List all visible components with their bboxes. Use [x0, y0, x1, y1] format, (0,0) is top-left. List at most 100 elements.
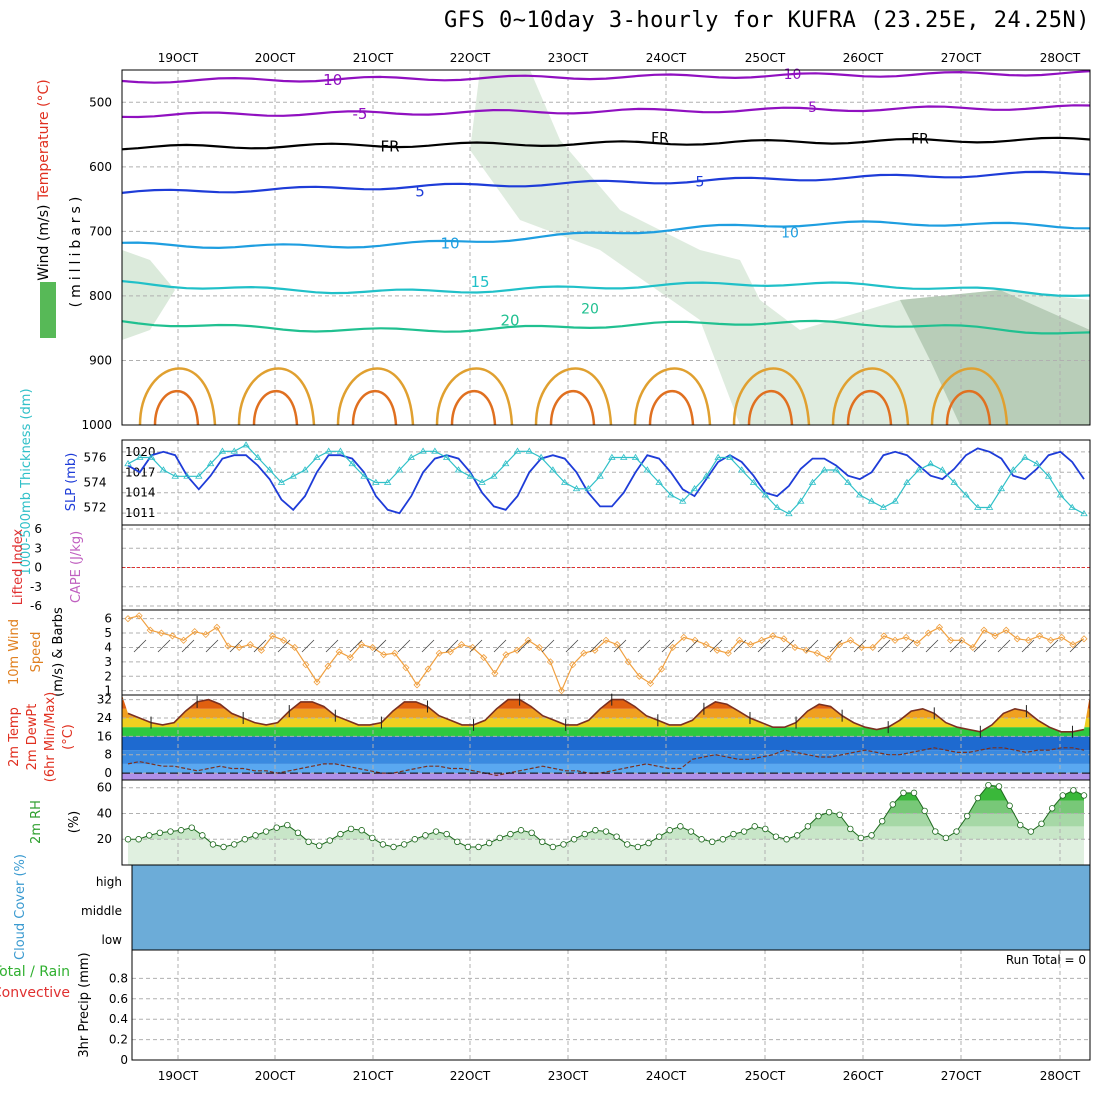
top-x-tick: 20OCT	[255, 51, 296, 65]
slp-line	[127, 447, 1085, 515]
precip-tick: 0.2	[109, 1033, 128, 1047]
cloud-area	[131, 864, 1091, 951]
rh-marker	[730, 830, 737, 838]
rh-marker	[772, 833, 780, 840]
bottom-x-tick: 23OCT	[548, 1069, 589, 1083]
rh-marker	[507, 830, 514, 838]
thickness-marker	[608, 453, 616, 460]
rh-marker	[878, 818, 886, 825]
wind-marker	[257, 646, 265, 654]
thickness-marker	[407, 453, 415, 460]
chart-title: GFS 0~10day 3-hourly for KUFRA (23.25E, …	[443, 8, 1090, 33]
wind-marker	[1069, 641, 1077, 649]
contour-label: 5	[696, 175, 705, 191]
thickness-marker	[159, 466, 168, 473]
li-label: Lifted Index	[11, 528, 26, 605]
rh-marker	[677, 823, 684, 830]
rh-marker	[570, 836, 578, 843]
bottom-x-tick: 24OCT	[646, 1069, 687, 1083]
thickness-marker	[442, 453, 451, 460]
wind-marker	[146, 626, 154, 634]
thickness-marker	[631, 453, 640, 460]
rh-tick: 20	[97, 832, 112, 846]
rh-marker	[209, 841, 217, 848]
rh-marker	[995, 783, 1003, 790]
thickness-marker	[360, 472, 368, 479]
wind-barb	[853, 639, 867, 653]
wind-tick: 2	[104, 669, 112, 683]
ylabel-part: Temperature (°C)	[36, 79, 52, 201]
wind-frame	[121, 609, 1091, 696]
rh-marker	[1006, 802, 1013, 809]
wind-marker	[335, 648, 343, 656]
precip-legend-conv: Convective	[0, 985, 70, 1001]
contour-label: 5	[415, 183, 425, 201]
rh-marker	[347, 825, 355, 833]
slp-tick: 1014	[125, 486, 156, 500]
wind-barb	[469, 639, 483, 653]
rh-marker	[358, 827, 365, 834]
rh-marker	[985, 781, 992, 789]
thickness-marker	[395, 466, 404, 473]
wind-marker	[580, 649, 588, 657]
rh-marker	[602, 828, 610, 835]
thickness-marker	[1021, 453, 1029, 460]
wind-marker	[413, 681, 421, 689]
thickness-marker	[820, 466, 829, 473]
thickness-marker	[690, 484, 699, 492]
contour-label: -5	[803, 100, 817, 116]
rh-band	[128, 813, 1084, 827]
surface-contour	[138, 367, 217, 426]
wind-marker	[280, 636, 288, 644]
wind-marker	[224, 642, 232, 650]
rh-marker	[889, 801, 896, 808]
rh-marker	[284, 821, 291, 829]
thickness-marker	[454, 466, 463, 473]
top-x-tick: 19OCT	[158, 51, 199, 65]
cloud-level-label: middle	[81, 904, 122, 918]
wind-barb	[877, 639, 891, 653]
thickness-marker	[856, 491, 864, 498]
wind-marker	[291, 643, 299, 652]
surface-contour	[945, 390, 992, 426]
precip-tick: 0.4	[109, 1012, 128, 1026]
wind-marker	[835, 641, 844, 649]
thickness-marker	[136, 453, 144, 460]
wind-tick: 6	[104, 612, 112, 626]
wind-barb	[733, 639, 747, 653]
rh-marker	[273, 824, 280, 831]
rh-marker	[432, 828, 440, 835]
rh-marker	[517, 827, 525, 834]
surface-contour	[549, 390, 596, 426]
bottom-x-tick: 25OCT	[745, 1069, 786, 1083]
rh-marker	[560, 841, 567, 848]
thickness-marker	[903, 478, 911, 485]
rh-marker	[422, 832, 429, 839]
top-x-tick: 27OCT	[941, 51, 982, 65]
wind-barb	[157, 639, 171, 653]
wind-marker	[724, 649, 732, 657]
thickness-marker	[879, 503, 888, 510]
contour-label: -10	[779, 67, 802, 83]
wind-marker	[1058, 633, 1066, 641]
thickness-marker	[336, 447, 345, 454]
wind-marker	[813, 649, 821, 657]
thickness-marker	[926, 459, 935, 467]
thickness-marker	[702, 472, 711, 479]
wind-marker	[313, 678, 321, 686]
rh-marker	[932, 828, 939, 835]
rh-marker	[294, 829, 302, 837]
precip-tick: 0.6	[109, 992, 128, 1006]
wind-marker	[380, 651, 388, 659]
wind-marker	[524, 636, 532, 644]
wind-line	[127, 615, 1085, 693]
wind-marker	[958, 636, 966, 644]
thickness-marker	[431, 447, 439, 454]
rh-marker	[124, 836, 132, 843]
rh-marker	[953, 828, 960, 835]
thickness-marker	[808, 478, 817, 485]
rh-marker	[857, 834, 865, 842]
wind-marker	[391, 649, 399, 657]
wind-marker	[368, 643, 377, 652]
wind-marker	[613, 641, 621, 649]
